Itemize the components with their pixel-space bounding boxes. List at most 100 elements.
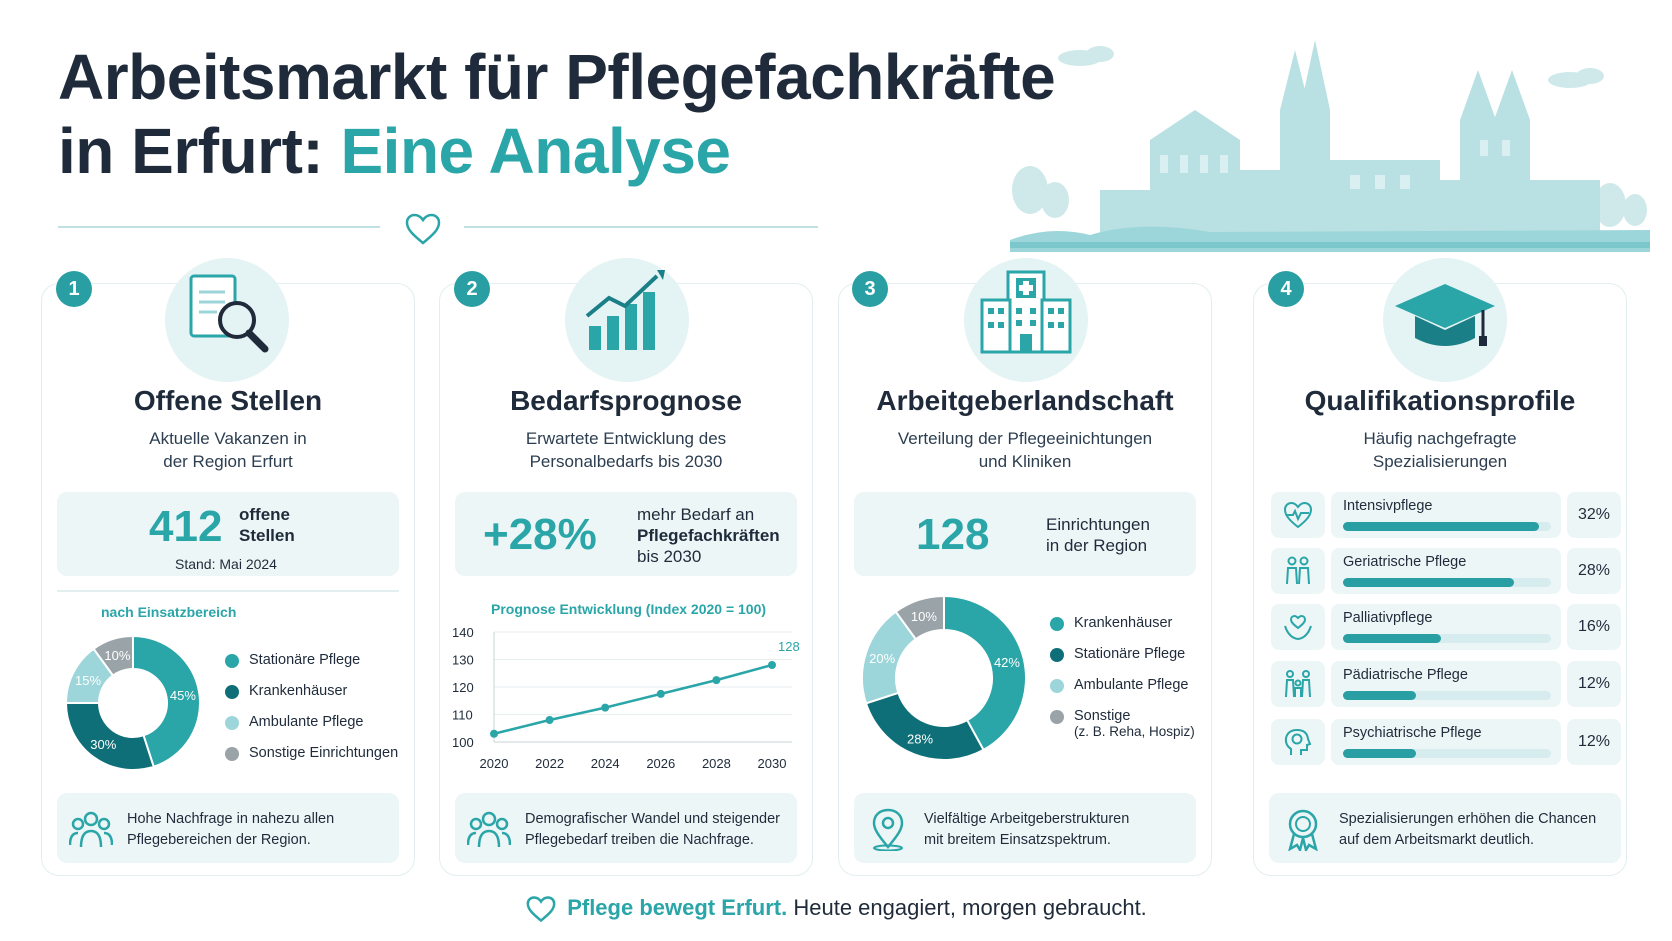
chart-title: Prognose Entwicklung (Index 2020 = 100) — [491, 601, 767, 617]
footer-note: Demografischer Wandel und steigender Pfle… — [455, 793, 797, 863]
data-point — [490, 729, 498, 738]
donut-slice — [92, 634, 134, 677]
card-title: Arbeitgeberlandschaft — [876, 385, 1174, 416]
bar-value-label: 12% — [1567, 719, 1621, 765]
legend-item: Krankenhäuser — [1050, 615, 1195, 631]
bar-label: Intensivpflege — [1343, 498, 1433, 514]
footer-note: Hohe Nachfrage in nahezu allen Pflegebere… — [57, 793, 399, 863]
bar-fill — [1343, 691, 1417, 700]
x-tick-label: 2022 — [535, 756, 564, 771]
footer-text: Hohe Nachfrage in nahezu allen Pflegebere… — [127, 811, 335, 848]
stat-value: 128 — [916, 510, 990, 559]
stat-label: Einrichtungen in der Region — [1046, 515, 1150, 555]
qualification-bar-box: Intensivpflege — [1331, 492, 1561, 538]
stat-value: +28% — [483, 510, 597, 559]
title-divider-right — [464, 226, 818, 228]
x-tick-label: 2020 — [480, 756, 509, 771]
end-value-label: 128 — [778, 639, 800, 654]
y-tick-label: 140 — [452, 625, 474, 640]
qualification-bar-box: Psychiatrische Pflege — [1331, 719, 1561, 765]
bar-track — [1343, 691, 1551, 700]
card-title: Offene Stellen — [133, 385, 323, 416]
data-point — [545, 716, 554, 724]
card-subtitle: Häufig nachgefragte Spezialisierungen — [1363, 429, 1517, 471]
qualification-row: Palliativpflege 16% — [1271, 604, 1621, 650]
bar-label: Psychiatrische Pflege — [1343, 725, 1482, 741]
donut-slice — [64, 702, 155, 771]
x-tick-label: 2028 — [702, 756, 731, 771]
qualification-icon-box — [1271, 661, 1325, 707]
award-badge-icon — [1288, 809, 1318, 851]
tagline-rest: Heute engagiert, morgen gebraucht. — [787, 895, 1147, 920]
qualification-bar-box: Pädiatrische Pflege — [1331, 661, 1561, 707]
title-divider-left — [58, 226, 380, 228]
legend-item: Stationäre Pflege — [225, 652, 398, 668]
legend-swatch — [225, 716, 239, 730]
chart-title: nach Einsatzbereich — [101, 604, 237, 620]
x-tick-label: 2030 — [758, 756, 787, 771]
growth-chart-icon — [565, 258, 689, 382]
data-point — [712, 676, 721, 685]
bar-track — [1343, 578, 1551, 587]
bar-label: Geriatrische Pflege — [1343, 554, 1467, 570]
qualification-bar-box: Palliativpflege — [1331, 604, 1561, 650]
people-group-icon — [467, 811, 511, 848]
bar-value-label: 16% — [1567, 604, 1621, 650]
tagline-bold: Pflege bewegt Erfurt. — [567, 895, 788, 920]
bar-value-label: 28% — [1567, 548, 1621, 594]
stat-box-forecast: +28% mehr Bedarf an Pflegefachkräften bis … — [455, 492, 797, 576]
legend-swatch — [225, 747, 239, 761]
bar-label: Pädiatrische Pflege — [1343, 667, 1468, 683]
card-divider — [57, 590, 399, 592]
legend-item: Ambulante Pflege — [225, 714, 398, 730]
legend-swatch — [1050, 648, 1064, 662]
heart-icon — [526, 896, 556, 923]
x-tick-label: 2026 — [646, 756, 675, 771]
card-number-badge: 2 — [454, 271, 490, 307]
stat-label: mehr Bedarf an Pflegefachkräften bis 2030 — [637, 505, 780, 566]
donut-slice-label: 20% — [869, 651, 895, 666]
data-point — [656, 689, 665, 698]
qualification-icon-box — [1271, 719, 1325, 765]
y-tick-label: 120 — [452, 680, 474, 695]
qualification-icon-box — [1271, 604, 1325, 650]
bar-label: Palliativpflege — [1343, 610, 1433, 626]
legend-swatch — [1050, 679, 1064, 693]
data-point — [768, 661, 776, 669]
legend-item: Krankenhäuser — [225, 683, 398, 699]
card-subtitle: Verteilung der Pflegeeinichtungen und Kli… — [897, 429, 1153, 471]
series-line — [493, 663, 773, 735]
bar-value-label: 12% — [1567, 661, 1621, 707]
bar-fill — [1343, 522, 1539, 531]
elderly-couple-icon — [1286, 556, 1310, 585]
legend-swatch — [1050, 710, 1064, 724]
bar-value-label: 32% — [1567, 492, 1621, 538]
stat-value: 412 — [149, 502, 223, 551]
y-tick-label: 110 — [452, 708, 473, 723]
qualification-row: Psychiatrische Pflege 12% — [1271, 719, 1621, 765]
title-line-2: in Erfurt: Eine Analyse — [58, 114, 1055, 188]
card-number-badge: 3 — [852, 271, 888, 307]
donut-slice-label: 42% — [994, 655, 1020, 670]
bar-track — [1343, 749, 1551, 758]
y-tick-label: 100 — [452, 735, 474, 750]
line-chart-forecast: 100 110 120 130 140 2020 2022 2024 2026 2028 2030 1… — [452, 625, 800, 771]
legend-item: Stationäre Pflege — [1050, 646, 1195, 662]
donut-slice — [894, 594, 945, 641]
head-brain-icon — [1284, 728, 1312, 755]
legend-employers: Krankenhäuser Stationäre Pflege Ambulant… — [1050, 615, 1195, 754]
qualification-row: Intensivpflege 32% — [1271, 492, 1621, 538]
donut-slice-label: 10% — [104, 648, 130, 663]
legend-swatch — [1050, 617, 1064, 631]
bar-fill — [1343, 749, 1417, 758]
title-accent: Eine Analyse — [340, 115, 731, 187]
stat-label: offene Stellen — [239, 505, 295, 545]
tagline: Pflege bewegt Erfurt. Heute engagiert, m… — [0, 895, 1672, 923]
footer-text: Spezialisierungen erhöhen die Chancen auf… — [1339, 811, 1597, 848]
legend-swatch — [225, 654, 239, 668]
erfurt-skyline-illustration — [1010, 40, 1650, 252]
donut-slice-label: 28% — [907, 731, 933, 746]
stat-box-open-positions: 412 offene Stellen Stand: Mai 2024 — [57, 492, 399, 576]
y-tick-label: 130 — [452, 653, 474, 668]
bar-fill — [1343, 634, 1441, 643]
